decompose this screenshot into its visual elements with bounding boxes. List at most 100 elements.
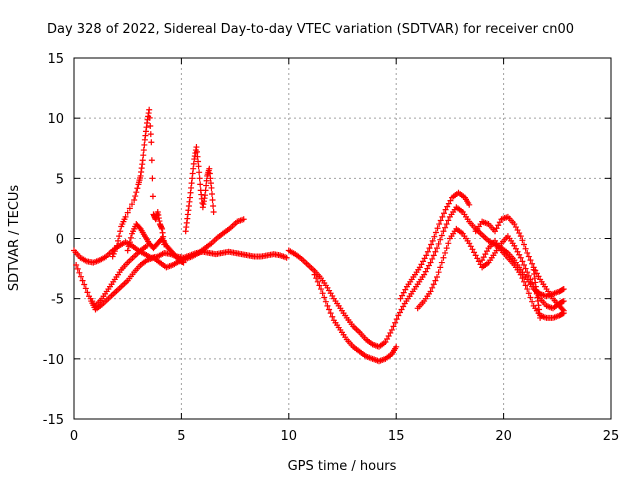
data-point [326, 306, 333, 313]
data-point [196, 175, 203, 182]
data-point [525, 253, 532, 260]
data-point [466, 201, 473, 208]
data-point [529, 260, 536, 267]
data-point [110, 250, 117, 257]
data-point [148, 157, 155, 164]
data-point [440, 210, 447, 217]
data-point [179, 258, 186, 265]
data-points [71, 106, 567, 365]
data-point [313, 275, 320, 282]
data-point [393, 343, 400, 350]
data-point [474, 255, 481, 262]
data-point [74, 265, 81, 272]
data-point [318, 286, 325, 293]
data-point [149, 175, 156, 182]
data-point [81, 281, 88, 288]
data-point [392, 319, 399, 326]
data-point [440, 228, 447, 235]
data-point [442, 206, 449, 213]
data-point [559, 286, 566, 293]
data-point [209, 196, 216, 203]
data-point [316, 282, 323, 289]
series-track-7 [285, 204, 567, 350]
data-point [525, 272, 532, 279]
data-point [117, 228, 124, 235]
data-point [527, 276, 534, 283]
data-point [133, 189, 140, 196]
data-point [442, 249, 449, 256]
data-point [208, 184, 215, 191]
data-point [511, 221, 518, 228]
x-tick-label: 15 [388, 429, 405, 444]
y-tick-label: 0 [56, 233, 64, 248]
data-point [525, 290, 532, 297]
data-point [519, 237, 526, 244]
data-point [429, 284, 436, 291]
y-tick-label: 10 [47, 112, 64, 127]
data-point [327, 310, 334, 317]
data-point [402, 286, 409, 293]
data-point [149, 193, 156, 200]
y-axis-label: SDTVAR / TECUs [7, 185, 22, 292]
data-point [514, 248, 521, 255]
data-point [180, 259, 187, 266]
data-point [422, 268, 429, 275]
data-point [428, 241, 435, 248]
data-point [140, 152, 147, 159]
data-point [76, 269, 83, 276]
data-point [126, 239, 133, 246]
data-point [475, 258, 482, 265]
data-point [196, 169, 203, 176]
data-point [131, 196, 138, 203]
data-point [324, 302, 331, 309]
data-point [128, 201, 135, 208]
data-point [434, 225, 441, 232]
data-point [111, 248, 118, 255]
data-point [420, 258, 427, 265]
data-point [467, 243, 474, 250]
data-point [140, 147, 147, 154]
data-point [416, 264, 423, 271]
data-point [512, 224, 519, 231]
data-point [209, 190, 216, 197]
data-point [516, 230, 523, 237]
series-track-13 [530, 266, 544, 321]
data-point [492, 228, 499, 235]
data-point [321, 294, 328, 301]
data-point [424, 265, 431, 272]
data-point [533, 270, 540, 277]
data-point [396, 309, 403, 316]
data-point [437, 264, 444, 271]
data-point [210, 203, 217, 210]
data-point [522, 282, 529, 289]
data-point [147, 131, 154, 138]
data-point [524, 286, 531, 293]
data-point [124, 209, 131, 216]
data-point [430, 252, 437, 259]
data-point [141, 141, 148, 148]
data-point [517, 271, 524, 278]
data-point [77, 273, 84, 280]
data-point [437, 217, 444, 224]
data-point [514, 227, 521, 234]
data-point [146, 106, 153, 113]
data-point [482, 251, 489, 258]
data-point [560, 310, 567, 317]
data-point [559, 310, 566, 317]
data-point [436, 221, 443, 228]
data-point [147, 122, 154, 129]
data-point [519, 258, 526, 265]
data-point [113, 242, 120, 249]
data-point [388, 326, 395, 333]
data-point [519, 275, 526, 282]
y-tick-label: -10 [43, 353, 64, 368]
data-point [529, 280, 536, 287]
data-point [447, 197, 454, 204]
data-point [134, 185, 141, 192]
data-point [469, 246, 476, 253]
data-point [559, 298, 566, 305]
data-point [440, 254, 447, 261]
data-point [387, 329, 394, 336]
data-point [445, 240, 452, 247]
